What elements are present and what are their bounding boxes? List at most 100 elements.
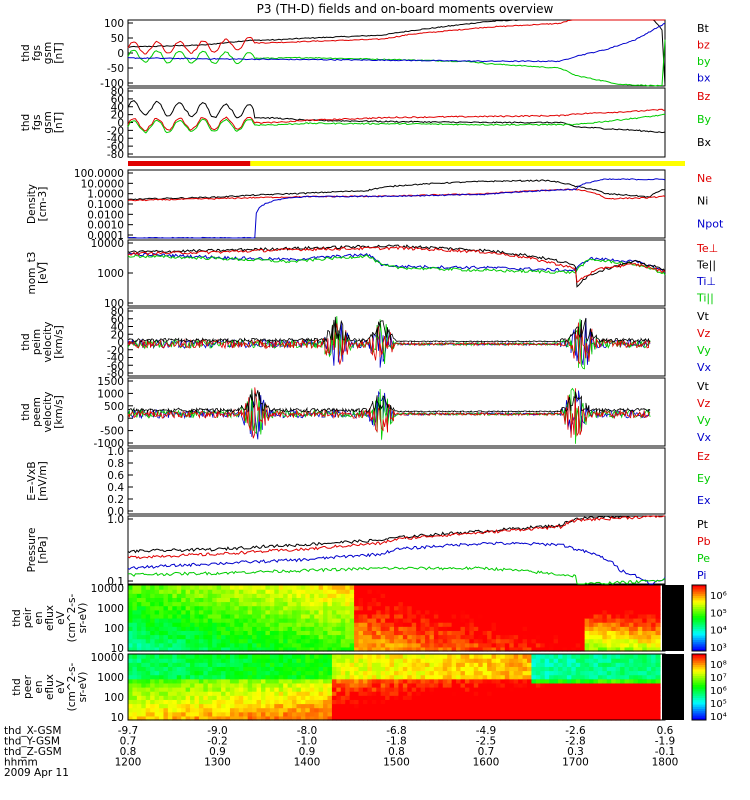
spectrogram-cell	[314, 605, 320, 611]
spectrogram-cell	[141, 605, 147, 611]
spectrogram-cell	[509, 605, 515, 611]
spectrogram-cell	[491, 618, 497, 623]
spectrogram-cell	[642, 654, 648, 659]
spectrogram-cell	[575, 691, 581, 696]
spectrogram-cell	[389, 626, 395, 631]
spectrogram-cell	[487, 695, 493, 700]
spectrogram-cell	[606, 638, 612, 644]
spectrogram-cell	[553, 670, 559, 676]
spectrogram-cell	[305, 597, 311, 603]
spectrogram-cell	[602, 674, 608, 680]
spectrogram-cell	[402, 605, 408, 611]
spectrogram-cell	[132, 630, 138, 636]
spectrogram-cell	[145, 654, 151, 659]
y-axis-label: thd	[20, 403, 32, 420]
spectrogram-cell	[194, 662, 200, 667]
spectrogram-cell	[562, 630, 568, 636]
spectrogram-cell	[358, 695, 364, 700]
spectrogram-cell	[464, 715, 470, 721]
spectrogram-cell	[420, 707, 426, 713]
spectrogram-cell	[580, 589, 586, 594]
spectrogram-cell	[145, 626, 151, 631]
spectrogram-cell	[571, 597, 577, 603]
spectrogram-cell	[389, 597, 395, 603]
spectrogram-cell	[207, 662, 213, 667]
spectrogram-cell	[349, 703, 355, 709]
spectrogram-cell	[198, 613, 204, 619]
spectrogram-cell	[464, 638, 470, 644]
spectrogram-cell	[411, 585, 417, 590]
spectrogram-cell	[420, 601, 426, 607]
spectrogram-cell	[544, 658, 550, 663]
spectrogram-cell	[451, 674, 457, 680]
spectrogram-cell	[429, 662, 435, 667]
spectrogram-cell	[469, 715, 475, 721]
spectrogram-cell	[451, 630, 457, 636]
spectrogram-cell	[553, 630, 559, 636]
spectrogram-cell	[261, 695, 267, 700]
spectrogram-cell	[544, 699, 550, 705]
spectrogram-cell	[597, 707, 603, 713]
legend-entry: Pb	[697, 535, 711, 548]
spectrogram-cell	[212, 626, 218, 631]
spectrogram-cell	[633, 691, 639, 696]
spectrogram-cell	[340, 638, 346, 644]
spectrogram-cell	[482, 682, 488, 688]
spectrogram-cell	[274, 638, 280, 644]
panel-frame	[127, 447, 666, 515]
spectrogram-cell	[256, 682, 262, 688]
spectrogram-cell	[207, 699, 213, 705]
spectrogram-cell	[274, 601, 280, 607]
spectrogram-cell	[198, 618, 204, 623]
spectrogram-cell	[150, 638, 156, 644]
spectrogram-cell	[385, 715, 391, 721]
spectrogram-cell	[549, 654, 555, 659]
spectrogram-cell	[456, 662, 462, 667]
spectrogram-cell	[429, 597, 435, 603]
spectrogram-cell	[402, 630, 408, 636]
spectrogram-cell	[256, 630, 262, 636]
spectrogram-cell	[389, 638, 395, 644]
y-tick-label: 0.6	[107, 470, 124, 482]
spectrogram-cell	[336, 613, 342, 619]
spectrogram-cell	[185, 585, 191, 590]
spectrogram-cell	[141, 674, 147, 680]
spectrogram-cell	[300, 691, 306, 696]
spectrogram-cell	[646, 630, 652, 636]
spectrogram-cell	[447, 646, 453, 652]
spectrogram-cell	[305, 642, 311, 648]
spectrogram-cell	[238, 658, 244, 663]
spectrogram-cell	[283, 585, 289, 590]
spectrogram-cell	[447, 687, 453, 692]
spectrogram-cell	[167, 646, 173, 652]
spectrogram-cell	[655, 662, 661, 667]
spectrogram-cell	[478, 597, 484, 603]
spectrogram-cell	[207, 626, 213, 631]
spectrogram-cell	[136, 589, 142, 594]
spectrogram-cell	[655, 654, 661, 659]
legend-entry: Vt	[697, 380, 710, 393]
spectrogram-cell	[229, 646, 235, 652]
spectrogram-cell	[482, 597, 488, 603]
spectrogram-cell	[172, 711, 178, 717]
spectrogram-cell	[558, 674, 564, 680]
spectrogram-cell	[447, 678, 453, 684]
spectrogram-cell	[261, 630, 267, 636]
spectrogram-cell	[305, 638, 311, 644]
spectrogram-cell	[651, 674, 657, 680]
spectrogram-cell	[416, 699, 422, 705]
spectrogram-cell	[535, 593, 541, 598]
y-axis-label: en	[33, 680, 45, 693]
spectrogram-cell	[380, 593, 386, 598]
spectrogram-cell	[238, 678, 244, 684]
spectrogram-cell	[376, 589, 382, 594]
spectrogram-cell	[487, 634, 493, 640]
spectrogram-cell	[504, 670, 510, 676]
colorbar-cell	[692, 658, 706, 662]
spectrogram-cell	[438, 605, 444, 611]
spectrogram-cell	[398, 642, 404, 648]
spectrogram-cell	[509, 682, 515, 688]
spectrogram-cell	[615, 601, 621, 607]
spectrogram-cell	[442, 597, 448, 603]
spectrogram-cell	[128, 703, 134, 709]
